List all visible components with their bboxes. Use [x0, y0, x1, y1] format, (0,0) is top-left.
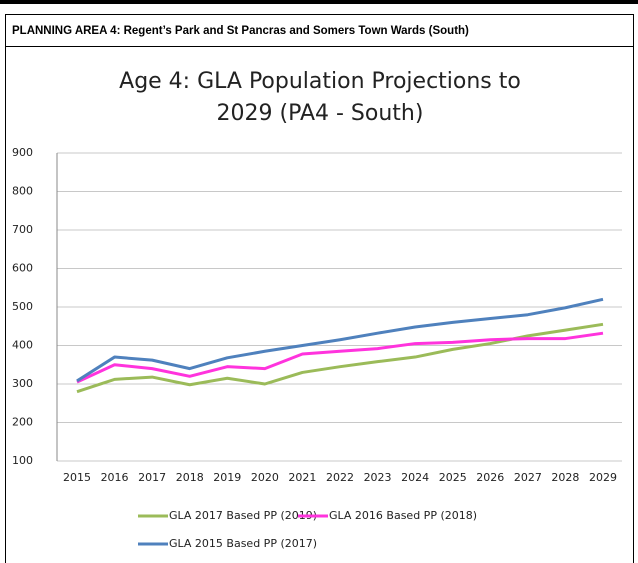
x-tick-label: 2024	[401, 471, 429, 484]
series-line	[76, 331, 604, 384]
y-tick-label: 900	[12, 146, 33, 159]
top-rule	[0, 0, 638, 4]
y-tick-label: 500	[12, 300, 33, 313]
y-tick-label: 800	[12, 185, 33, 198]
x-tick-label: 2026	[476, 471, 504, 484]
series-line	[76, 322, 604, 394]
x-tick-label: 2023	[364, 471, 392, 484]
legend-label: GLA 2015 Based PP (2017)	[169, 537, 317, 550]
chart-title: Age 4: GLA Population Projections to	[119, 69, 521, 94]
x-tick-label: 2016	[101, 471, 129, 484]
x-tick-label: 2021	[288, 471, 316, 484]
series-line	[76, 297, 604, 383]
header-box	[5, 14, 634, 47]
y-tick-label: 100	[12, 454, 33, 467]
y-tick-label: 200	[12, 416, 33, 429]
x-tick-label: 2022	[326, 471, 354, 484]
x-tick-label: 2018	[176, 471, 204, 484]
y-tick-label: 600	[12, 262, 33, 275]
x-tick-label: 2017	[138, 471, 166, 484]
x-tick-label: 2015	[63, 471, 91, 484]
x-tick-label: 2029	[589, 471, 617, 484]
x-tick-label: 2019	[213, 471, 241, 484]
y-tick-label: 700	[12, 223, 33, 236]
legend-label: GLA 2016 Based PP (2018)	[329, 509, 477, 522]
x-tick-label: 2020	[251, 471, 279, 484]
x-tick-label: 2028	[551, 471, 579, 484]
y-tick-label: 400	[12, 339, 33, 352]
x-tick-label: 2027	[514, 471, 542, 484]
chart-title: 2029 (PA4 - South)	[217, 101, 424, 126]
x-tick-label: 2025	[439, 471, 467, 484]
header-title: PLANNING AREA 4: Regent’s Park and St Pa…	[12, 25, 469, 37]
legend-label: GLA 2017 Based PP (2019)	[169, 509, 317, 522]
y-tick-label: 300	[12, 377, 33, 390]
